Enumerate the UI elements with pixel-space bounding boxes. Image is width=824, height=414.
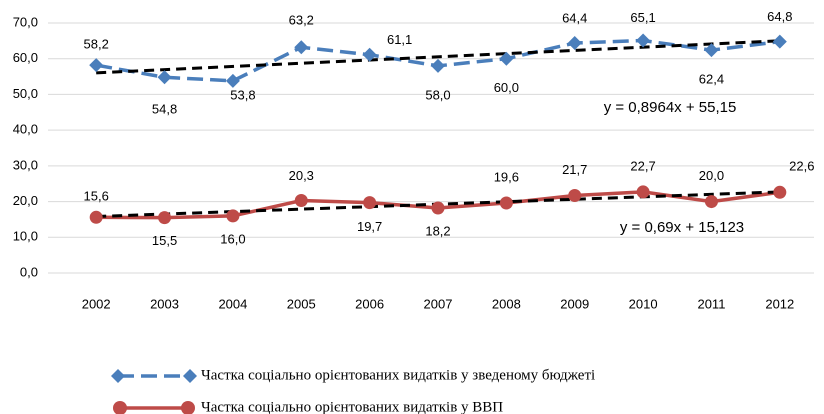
- trendline-equation: y = 0,69x + 15,123: [620, 219, 744, 236]
- marker: [294, 40, 309, 55]
- y-tick-label: 50,0: [13, 86, 38, 101]
- marker: [431, 58, 445, 73]
- value-label: 21,7: [562, 162, 587, 177]
- y-tick-label: 40,0: [13, 122, 38, 137]
- marker: [499, 51, 514, 66]
- marker: [89, 210, 103, 224]
- x-tick-label: 2012: [765, 296, 794, 311]
- legend-label: Частка соціально орієнтованих видатків у…: [201, 399, 503, 414]
- x-tick-label: 2007: [424, 296, 453, 311]
- value-label: 65,1: [630, 10, 655, 25]
- trendline-equation: y = 0,8964x + 55,15: [604, 99, 737, 116]
- marker: [158, 211, 172, 225]
- x-tick-label: 2006: [355, 296, 384, 311]
- marker: [157, 70, 172, 85]
- marker: [567, 36, 582, 50]
- x-tick-label: 2005: [287, 296, 316, 311]
- y-tick-label: 60,0: [13, 50, 38, 65]
- marker: [568, 189, 582, 202]
- marker: [636, 33, 651, 48]
- y-tick-label: 10,0: [13, 229, 38, 244]
- value-label: 22,6: [789, 159, 814, 174]
- marker: [225, 73, 240, 88]
- value-label: 64,4: [562, 10, 587, 25]
- marker: [226, 209, 240, 223]
- legend-item: Частка соціально орієнтованих видатків у…: [113, 399, 503, 414]
- value-label: 15,6: [84, 189, 109, 204]
- marker: [773, 185, 787, 199]
- value-label: 62,4: [699, 72, 724, 87]
- trendline: [96, 39, 780, 75]
- x-tick-label: 2011: [697, 296, 725, 311]
- y-tick-label: 30,0: [13, 157, 38, 172]
- legend-marker: [111, 369, 125, 383]
- x-tick-label: 2008: [492, 296, 521, 311]
- value-label: 61,1: [387, 32, 412, 47]
- value-label: 60,0: [494, 80, 519, 95]
- value-label: 58,2: [84, 37, 109, 52]
- marker: [89, 58, 104, 73]
- legend-marker: [113, 401, 127, 414]
- legend-item: Частка соціально орієнтованих видатків у…: [111, 367, 595, 383]
- value-label: 16,0: [220, 231, 245, 246]
- value-label: 22,7: [630, 158, 655, 173]
- value-label: 54,8: [152, 102, 177, 117]
- y-tick-label: 70,0: [13, 14, 38, 29]
- marker: [294, 194, 308, 207]
- y-tick-label: 0,0: [20, 264, 38, 279]
- value-label: 58,0: [425, 87, 450, 102]
- marker: [704, 43, 719, 58]
- marker: [431, 201, 445, 215]
- value-label: 53,8: [230, 87, 255, 102]
- legend-label: Частка соціально орієнтованих видатків у…: [201, 367, 595, 383]
- value-label: 64,8: [767, 9, 792, 24]
- value-label: 19,6: [494, 169, 519, 184]
- legend-marker: [181, 401, 195, 414]
- x-tick-label: 2003: [150, 296, 179, 311]
- x-tick-label: 2010: [629, 296, 658, 311]
- value-label: 63,2: [289, 13, 314, 28]
- value-label: 19,7: [357, 219, 382, 234]
- marker: [499, 196, 513, 210]
- x-tick-label: 2009: [560, 296, 589, 311]
- legend-marker: [183, 369, 197, 383]
- marker: [636, 185, 650, 199]
- value-label: 20,3: [289, 168, 314, 183]
- value-label: 18,2: [425, 223, 450, 238]
- value-label: 20,0: [699, 168, 724, 183]
- x-tick-label: 2002: [82, 296, 111, 311]
- marker: [363, 196, 377, 210]
- y-tick-label: 20,0: [13, 193, 38, 208]
- value-label: 15,5: [152, 233, 177, 248]
- x-tick-label: 2004: [218, 296, 247, 311]
- marker: [772, 34, 787, 49]
- marker: [704, 195, 718, 209]
- marker: [362, 47, 377, 62]
